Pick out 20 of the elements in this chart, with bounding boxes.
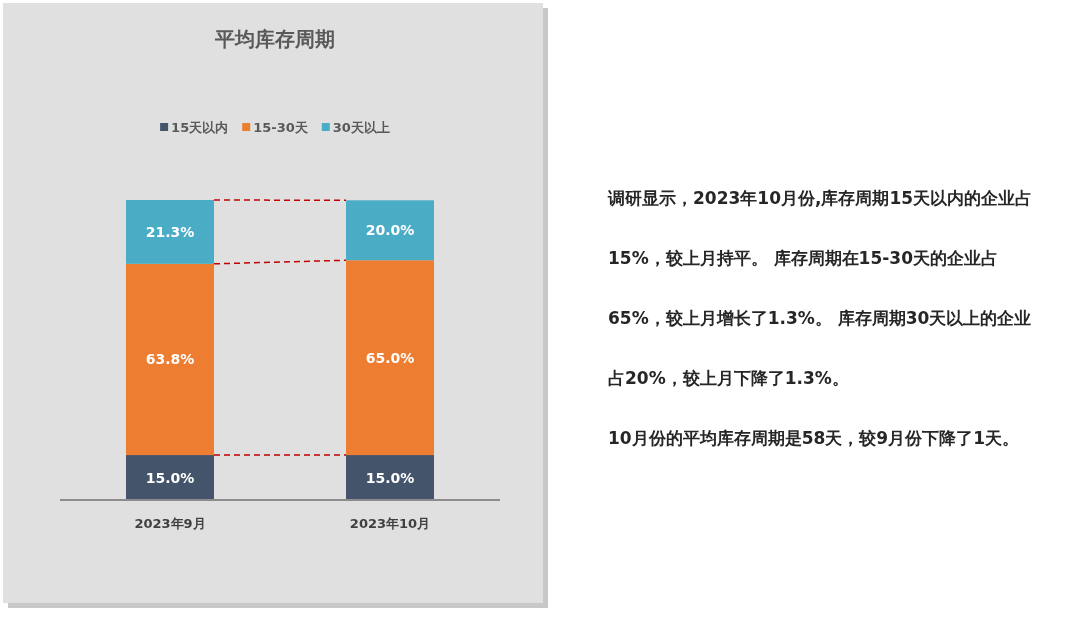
- text: 10月份的平均库存周期是58天，较9月份下降了1天。: [608, 427, 1020, 450]
- legend-label: 15天以内: [171, 120, 229, 135]
- data-label: 21.3%: [145, 223, 195, 240]
- x-tick-label: 2023年10月: [349, 516, 431, 531]
- data-label: 63.8%: [145, 351, 195, 368]
- data-label: 15.0%: [365, 469, 415, 486]
- bar: [126, 263, 214, 456]
- bar: [346, 455, 434, 500]
- data-label: 15.0%: [145, 469, 195, 486]
- bar: [346, 200, 434, 261]
- data-label: 20.0%: [365, 222, 415, 239]
- x-tick-label: 2023年9月: [134, 516, 206, 531]
- legend-label: 15-30天: [253, 120, 309, 135]
- bar: [346, 260, 434, 456]
- data-label: 65.0%: [365, 349, 415, 366]
- chart-title: 平均库存周期: [214, 27, 335, 51]
- text: 调研显示，2023年10月份,库存周期15天以内的企业占15%，较上月持平。 库存周期在15-30天的企业占65%，较上月增长了1.3%。 库存周期30天以上的企业占20%，较上月下降了1.3%。: [608, 188, 1033, 388]
- legend-label: 30天以上: [332, 120, 390, 135]
- bar: [126, 455, 214, 500]
- bar: [126, 200, 214, 264]
